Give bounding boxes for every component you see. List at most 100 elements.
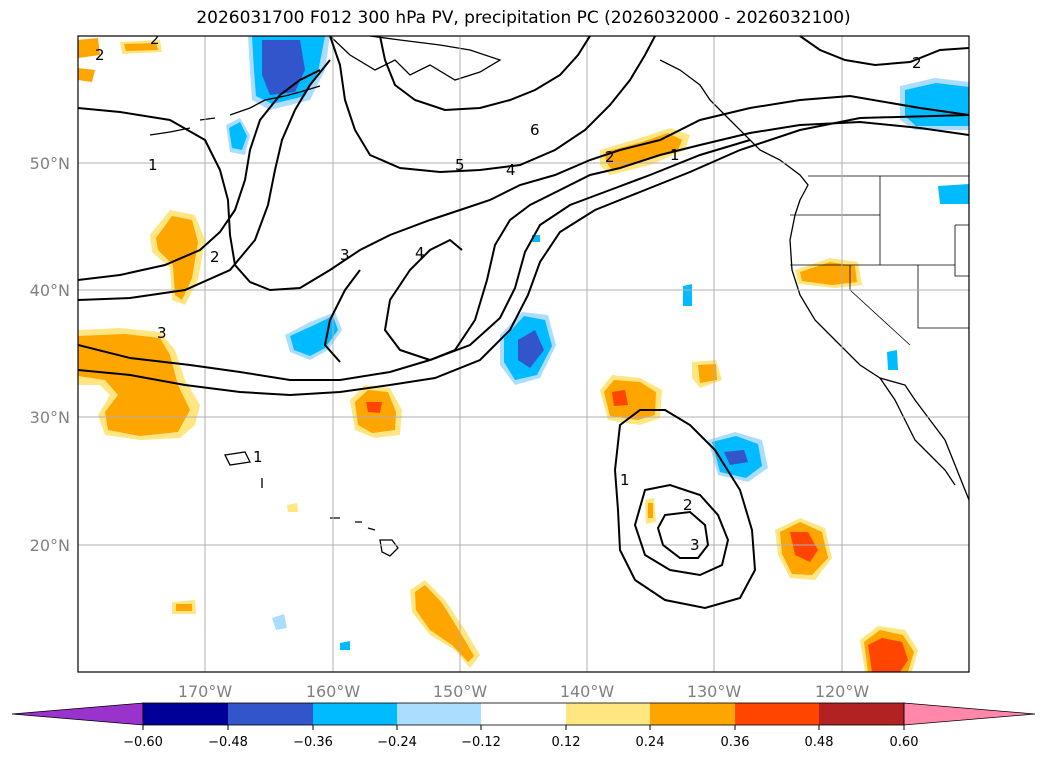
precip-blob [78,68,95,82]
pv-contour [379,36,591,112]
precip-blob [287,503,298,512]
colorbar-swatch [735,703,819,725]
precip-blob [262,40,305,95]
precip-blob [518,330,544,368]
coastline-aleutians [149,85,321,136]
contour-closed-1 [224,451,251,466]
colorbar-tick-label: −0.24 [377,735,417,750]
contour-label: 4 [415,244,425,262]
precip-blob [887,350,898,370]
contour-label: 2 [912,54,922,72]
colorbar-extend-high [903,702,1036,726]
pv-contour [656,510,710,559]
colorbar-swatch [313,703,397,725]
contour-label: 2 [210,248,220,266]
lat-label: 50°N [30,154,70,173]
pv-contour [323,269,361,363]
colorbar-frame [142,702,905,726]
contour-label: 3 [157,324,167,342]
map-title: 2026031700 F012 300 hPa PV, precipitatio… [196,8,851,28]
contour-labels: 1 2 3 4 5 6 4 2 1 2 1 1 2 3 3 2 2 [95,30,922,554]
colorbar-ticks [142,725,905,730]
precip-blob [648,503,653,518]
precip-blob [415,585,474,662]
pv-contour [78,139,751,381]
lon-label: 120°W [815,682,870,701]
precip-blob [724,450,748,465]
lon-label: 170°W [178,682,233,701]
colorbar-tick-label: 0.12 [552,735,581,750]
colorbar: −0.60 −0.48 −0.36 −0.24 −0.12 0.12 0.24 … [11,702,1036,750]
precip-blob [868,638,908,672]
pv-contour [799,36,969,67]
contour-label: 1 [670,146,680,164]
contour-label: 1 [620,471,630,489]
pv-contour [613,409,757,610]
precip-blob [938,184,969,204]
colorbar-swatch [819,703,904,725]
precip-blob [605,133,682,170]
precip-blob [78,38,100,58]
precip-blob [800,262,857,285]
contour-label: 3 [690,536,700,554]
colorbar-swatch [566,703,650,725]
lon-label: 160°W [306,682,361,701]
colorbar-extend-low [11,702,144,726]
precip-blob [366,402,382,413]
lon-labels: 170°W 160°W 150°W 140°W 130°W 120°W [178,682,870,701]
contour-label: 2 [605,148,615,166]
colorbar-swatch [397,703,481,725]
lat-label: 40°N [30,281,70,300]
pv-contour [78,114,969,397]
contour-label: 2 [683,496,693,514]
contour-label: 2 [150,30,160,48]
contour-label: 5 [455,156,465,174]
colorbar-swatch [650,703,735,725]
pv-contours [78,36,969,610]
precip-blob [124,43,158,51]
precip-blob [229,122,247,150]
precip-blob [156,216,198,300]
pv-contour [78,94,969,292]
lat-labels: 50°N 40°N 30°N 20°N [30,154,70,555]
contour-label: 3 [340,246,350,264]
map-frame [77,35,970,673]
coastline-baja [879,377,956,486]
map-panel[interactable]: 1 2 3 4 5 6 4 2 1 2 1 1 2 3 3 2 2 [78,30,969,672]
pv-contour [633,483,730,577]
colorbar-tick-label: 0.36 [721,735,750,750]
contour-label: 4 [506,161,516,179]
precip-blob [612,390,628,406]
colorbar-swatch [481,703,566,725]
precip-blob [78,334,190,436]
lon-label: 150°W [433,682,488,701]
colorbar-swatch [143,703,228,725]
colorbar-tick-label: 0.48 [805,735,834,750]
island-hawaii [261,478,399,557]
contour-label: 6 [530,121,540,139]
precip-blob [790,532,818,562]
lat-label: 30°N [30,408,70,427]
precip-blob [340,641,350,650]
precip-blob [176,604,192,611]
precip-blob [272,614,287,630]
precip-positive-shading [78,38,918,672]
precip-blob [905,83,969,126]
lon-label: 130°W [687,682,742,701]
contour-label: 1 [253,448,263,466]
pv-contour [78,59,331,301]
colorbar-tick-label: 0.24 [636,735,665,750]
colorbar-tick-label: −0.60 [123,735,163,750]
contour-label: 1 [148,156,158,174]
precip-blob [698,364,717,383]
precip-negative-shading [226,36,969,650]
lat-label: 20°N [30,536,70,555]
coastline-alaska [329,36,502,81]
precip-blob [683,284,692,306]
contour-label: 2 [95,46,105,64]
colorbar-tick-label: 0.60 [890,735,919,750]
pv-contour [329,36,656,174]
colorbar-tick-label: −0.36 [293,735,333,750]
lon-label: 140°W [560,682,615,701]
